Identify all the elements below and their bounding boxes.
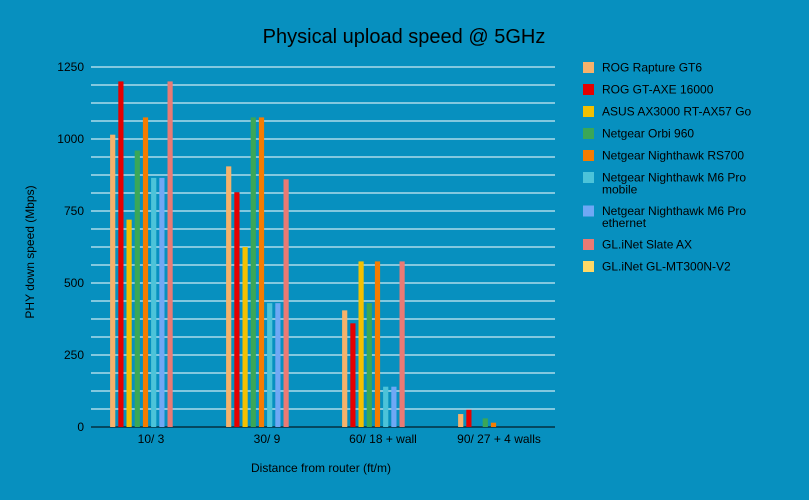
bar: [226, 166, 232, 428]
x-tick-label: 90/ 27 + 4 walls: [457, 432, 541, 446]
bar: [126, 219, 132, 427]
y-tick-label: 500: [64, 276, 84, 290]
y-tick-labels: 0 250 500 750 1000 1250: [57, 60, 84, 434]
bar: [110, 134, 116, 427]
bar: [342, 310, 348, 427]
legend-swatch: [583, 150, 594, 161]
bar: [134, 150, 140, 427]
bar: [234, 192, 240, 427]
bar: [458, 414, 464, 427]
bar: [250, 117, 256, 428]
legend-swatch: [583, 128, 594, 139]
bar: [142, 117, 149, 428]
legend: ROG Rapture GT6 ROG GT-AXE 16000 ASUS AX30…: [583, 61, 752, 274]
legend-label: Netgear Nighthawk M6 Pro ethernet: [602, 204, 746, 230]
bar: [159, 177, 165, 427]
bar: [391, 386, 397, 427]
chart-title: Physical upload speed @ 5GHz: [263, 26, 546, 48]
legend-swatch: [583, 84, 594, 95]
x-tick-labels: 10/ 3 30/ 9 60/ 18 + wall 90/ 27 + 4 walls: [138, 432, 541, 446]
x-tick-label: 10/ 3: [138, 432, 165, 446]
bar: [267, 303, 273, 427]
legend-swatch: [583, 205, 594, 217]
bar: [366, 303, 372, 427]
bar: [383, 386, 389, 427]
legend-label: GL.iNet Slate AX: [602, 238, 692, 252]
bar: [482, 418, 488, 427]
legend-label: Netgear Nighthawk RS700: [602, 149, 744, 163]
legend-swatch: [583, 261, 594, 272]
bar: [275, 303, 281, 427]
y-tick-label: 250: [64, 348, 84, 362]
y-axis-label: PHY down speed (Mbps): [23, 185, 37, 318]
bar: [167, 81, 173, 428]
bar: [242, 247, 248, 427]
bar: [358, 261, 364, 427]
x-axis-label: Distance from router (ft/m): [251, 461, 391, 475]
bar: [399, 261, 405, 427]
y-tick-label: 1250: [57, 60, 84, 74]
legend-label: ASUS AX3000 RT-AX57 Go: [602, 105, 752, 119]
legend-swatch: [583, 239, 594, 250]
y-tick-label: 1000: [57, 132, 84, 146]
bar: [118, 81, 124, 428]
bar: [283, 179, 289, 427]
y-tick-label: 0: [77, 420, 84, 434]
legend-swatch: [583, 62, 594, 73]
legend-swatch: [583, 106, 594, 117]
bar: [490, 422, 497, 427]
bar: [466, 409, 472, 427]
legend-label: Netgear Orbi 960: [602, 127, 694, 141]
bar: [258, 117, 265, 428]
legend-label: ROG GT-AXE 16000: [602, 83, 714, 97]
x-tick-label: 60/ 18 + wall: [349, 432, 417, 446]
legend-label: ROG Rapture GT6: [602, 61, 702, 75]
bar: [374, 261, 381, 427]
x-tick-label: 30/ 9: [254, 432, 281, 446]
y-tick-label: 750: [64, 204, 84, 218]
legend-swatch: [583, 172, 594, 183]
bar: [350, 323, 356, 427]
legend-label: Netgear Nighthawk M6 Pro mobile: [602, 171, 746, 197]
bar: [151, 177, 157, 427]
legend-label: GL.iNet GL-MT300N-V2: [602, 260, 731, 274]
bars: [110, 81, 497, 428]
